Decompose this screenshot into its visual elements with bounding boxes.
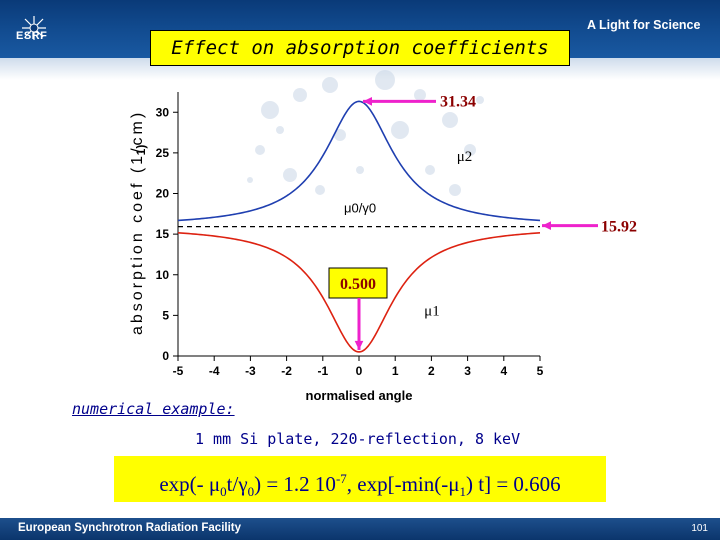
footer-bar: European Synchrotron Radiation Facility … bbox=[0, 518, 720, 540]
formula-part3: , exp[-min(- bbox=[346, 472, 449, 496]
formula-part4: ) t] = 0.606 bbox=[466, 472, 561, 496]
page-number: 101 bbox=[691, 523, 708, 534]
series-mu1-line bbox=[177, 232, 541, 353]
y-tick-label: 25 bbox=[156, 146, 170, 160]
esrf-logo-icon bbox=[22, 16, 46, 40]
x-tick-label: -4 bbox=[209, 364, 220, 378]
formula-sub0: 0 bbox=[220, 484, 227, 500]
y-tick-label: 5 bbox=[162, 308, 169, 322]
numerical-example-title: numerical example: bbox=[72, 400, 235, 418]
y-tick-label: 10 bbox=[156, 268, 170, 282]
x-axis-label: normalised angle bbox=[306, 388, 413, 403]
annotation-baseline-arrow-head bbox=[542, 221, 552, 230]
slide-title: Effect on absorption coefficients bbox=[150, 30, 570, 66]
formula-t-over: t/ bbox=[226, 472, 239, 496]
formula-mu2: μ bbox=[448, 472, 460, 496]
annotation-peak-label: 31.34 bbox=[440, 93, 476, 110]
annotation-min-label: 0.500 bbox=[340, 276, 376, 293]
x-tick-label: -3 bbox=[245, 364, 256, 378]
y-axis-label-top: 1) bbox=[134, 145, 148, 156]
annotation-peak-arrow-head bbox=[363, 97, 373, 106]
formula-gamma: γ bbox=[238, 472, 248, 496]
x-tick-label: -1 bbox=[317, 364, 328, 378]
x-tick-label: 4 bbox=[500, 364, 507, 378]
baseline-label: μ0/γ0 bbox=[344, 201, 376, 216]
x-tick-label: 3 bbox=[464, 364, 471, 378]
x-tick-label: 1 bbox=[392, 364, 399, 378]
formula-exp: -7 bbox=[335, 471, 347, 486]
x-tick-label: 2 bbox=[428, 364, 435, 378]
example-text: 1 mm Si plate, 220-reflection, 8 keV bbox=[195, 430, 521, 448]
x-tick-label: 0 bbox=[356, 364, 363, 378]
annotation-min-box bbox=[328, 267, 388, 299]
y-tick-label: 30 bbox=[156, 105, 170, 119]
x-tick-label: -5 bbox=[173, 364, 184, 378]
formula-part2: ) = 1.2 10 bbox=[254, 472, 336, 496]
x-tick-label: -2 bbox=[281, 364, 292, 378]
y-tick-label: 0 bbox=[162, 349, 169, 363]
formula-sub1: 1 bbox=[459, 484, 467, 500]
y-tick-label: 15 bbox=[156, 227, 170, 241]
footer-text: European Synchrotron Radiation Facility bbox=[18, 522, 242, 534]
tagline: A Light for Science bbox=[587, 18, 701, 32]
series-mu2-label: μ2 bbox=[457, 149, 473, 165]
formula-box: exp(- μ0t/γ0) = 1.2 10-7, exp[-min(-μ1) … bbox=[114, 456, 606, 502]
formula-mu: μ bbox=[208, 472, 221, 496]
annotation-min-arrow-head bbox=[354, 340, 364, 350]
y-tick-label: 20 bbox=[156, 187, 170, 201]
formula-part1: exp(- bbox=[159, 472, 209, 496]
logo-text: ESRF bbox=[16, 30, 48, 42]
series-mu1-label: μ1 bbox=[424, 303, 440, 319]
formula-sub0b: 0 bbox=[247, 484, 255, 500]
annotation-baseline-label: 15.92 bbox=[601, 219, 637, 236]
x-tick-label: 5 bbox=[537, 364, 544, 378]
series-mu2-line bbox=[177, 100, 541, 222]
y-axis-label: absorption coef (1/cm) bbox=[129, 110, 146, 335]
